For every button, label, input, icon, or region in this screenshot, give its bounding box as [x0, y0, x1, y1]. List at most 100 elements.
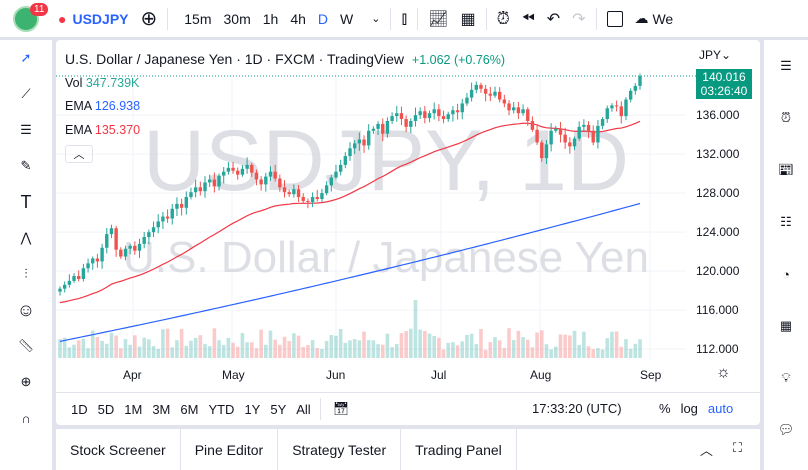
volume-bar [90, 330, 95, 358]
prediction-icon[interactable]: ⫶ [24, 266, 28, 281]
chart-stats-icon[interactable]: ◔ [782, 266, 790, 282]
chevron-down-icon[interactable]: ⌄ [371, 13, 381, 25]
volume-bar [292, 333, 296, 358]
compare-button[interactable]: ⊕ [140, 8, 158, 30]
range-1Y[interactable]: 1Y [244, 401, 261, 417]
range-1D[interactable]: 1D [71, 401, 88, 417]
interval-30m[interactable]: 30m [223, 10, 251, 27]
volume-bar [296, 335, 301, 358]
candle [207, 179, 212, 183]
collapse-legend-button[interactable]: ︿ [65, 145, 93, 163]
interval-15m[interactable]: 15m [184, 10, 212, 27]
redo-icon[interactable]: ↷ [572, 10, 586, 28]
range-6M[interactable]: 6M [180, 401, 199, 417]
ema-blue-legend[interactable]: EMA 126.938 [65, 99, 141, 113]
volume-bar [610, 331, 614, 358]
cursor-icon[interactable]: ➚ [20, 50, 32, 65]
range-5Y[interactable]: 5Y [270, 401, 287, 417]
logo[interactable]: 11 [0, 0, 52, 37]
news-icon[interactable]: 📰︎ [777, 162, 795, 177]
scale-log[interactable]: log [680, 401, 698, 416]
candle [240, 168, 245, 175]
alarm-icon[interactable]: ⏰︎ [496, 8, 510, 28]
volume-bar [549, 349, 553, 358]
candle [614, 105, 619, 107]
settings-icon[interactable]: ☼ [716, 364, 731, 381]
ideas-icon[interactable]: 💡︎ [781, 370, 791, 385]
volume-bar [352, 339, 357, 358]
range-1M[interactable]: 1M [124, 401, 143, 417]
ema-red-legend[interactable]: EMA 135.370 [65, 123, 141, 137]
interval-1h[interactable]: 1h [262, 10, 279, 27]
magnet-icon[interactable]: ∩ [21, 410, 31, 426]
candle [58, 288, 62, 292]
trend-line-icon[interactable]: ⟋ [21, 86, 31, 101]
scale-auto[interactable]: auto [707, 401, 734, 416]
candle [250, 164, 254, 173]
undo-icon[interactable]: ↶ [546, 10, 561, 28]
clock[interactable]: 17:33:20 (UTC) [532, 401, 622, 416]
fib-icon[interactable]: ☰ [20, 122, 32, 137]
replay-icon[interactable]: ⏪︎ [521, 9, 535, 27]
top-toolbar: 11 ● USDJPY ⊕ 15m 30m 1h 4h D W ⌄ ⫾ 📈︎ ▦ ⏰︎ ⏪︎… [0, 0, 808, 37]
volume-bar [264, 344, 268, 358]
candle [231, 167, 235, 171]
chat-icon[interactable]: 💬︎ [777, 422, 795, 437]
scale-%[interactable]: % [659, 401, 671, 416]
symbol-search[interactable]: ● USDJPY [52, 0, 135, 37]
volume-bar [67, 347, 72, 358]
volume-bar [455, 345, 460, 358]
fullscreen-icon[interactable] [601, 0, 629, 37]
volume-bar [633, 343, 638, 358]
volume-bar [343, 342, 348, 358]
emoji-icon[interactable]: ☺ [16, 299, 36, 320]
hotlist-icon[interactable]: ☷ [780, 214, 792, 229]
text-icon[interactable]: T [20, 191, 32, 212]
range-3M[interactable]: 3M [152, 401, 171, 417]
candle [203, 182, 207, 192]
candle [170, 208, 174, 219]
candle [348, 148, 352, 157]
range-All[interactable]: All [296, 401, 311, 417]
candle [119, 249, 123, 257]
candle [530, 121, 535, 130]
candle [278, 178, 282, 188]
tab-strategy-tester[interactable]: Strategy Tester [278, 429, 402, 470]
price-change: +1.062 (+0.76%) [411, 53, 506, 67]
ruler-icon[interactable]: 📏︎ [17, 338, 35, 353]
tab-stock-screener[interactable]: Stock Screener [56, 429, 181, 470]
candle [268, 171, 273, 177]
volume-bar [596, 348, 600, 358]
layouts-icon[interactable]: ▦ [460, 10, 476, 28]
maximize-icon[interactable]: ⛶ [732, 440, 742, 455]
candles-icon[interactable]: ⫾ [401, 8, 408, 28]
interval-W[interactable]: W [340, 10, 354, 27]
watchlist-icon[interactable]: ☰ [780, 58, 792, 73]
currency-select[interactable]: JPY⌄ [699, 48, 732, 62]
zoom-in-icon[interactable]: ⊕ [20, 374, 32, 389]
goto-date-icon[interactable]: 📅︎ [332, 401, 350, 416]
chart-title: U.S. Dollar / Japanese Yen · 1D · FXCM ·… [65, 51, 405, 67]
indicators-icon[interactable]: 📈︎ [428, 10, 449, 28]
candle [306, 200, 310, 202]
interval-D[interactable]: D [317, 10, 329, 27]
interval-4h[interactable]: 4h [290, 10, 306, 27]
calendar-icon[interactable]: ▦ [779, 318, 793, 333]
range-5D[interactable]: 5D [97, 401, 115, 417]
alarm-clock-icon[interactable]: ⏰︎ [780, 110, 792, 125]
range-YTD[interactable]: YTD [208, 401, 235, 417]
volume-bar [483, 349, 488, 358]
candle [582, 124, 586, 127]
candle [296, 189, 301, 198]
cloud-save-button[interactable]: ☁︎ We [634, 10, 674, 27]
pattern-icon[interactable]: ⋀ [20, 230, 32, 245]
tab-pine-editor[interactable]: Pine Editor [181, 429, 279, 470]
chevron-up-icon[interactable]: ︿ [699, 443, 713, 458]
price-chart[interactable]: USDJPY, 1DU.S. Dollar / Japanese Yen [56, 40, 760, 385]
volume-bar [142, 337, 146, 358]
tab-trading-panel[interactable]: Trading Panel [401, 429, 517, 470]
volume-bar [437, 337, 441, 358]
brush-icon[interactable]: ✎ [20, 158, 32, 173]
volume-bar [474, 344, 479, 358]
volume-legend[interactable]: Vol 347.739K [65, 76, 140, 90]
